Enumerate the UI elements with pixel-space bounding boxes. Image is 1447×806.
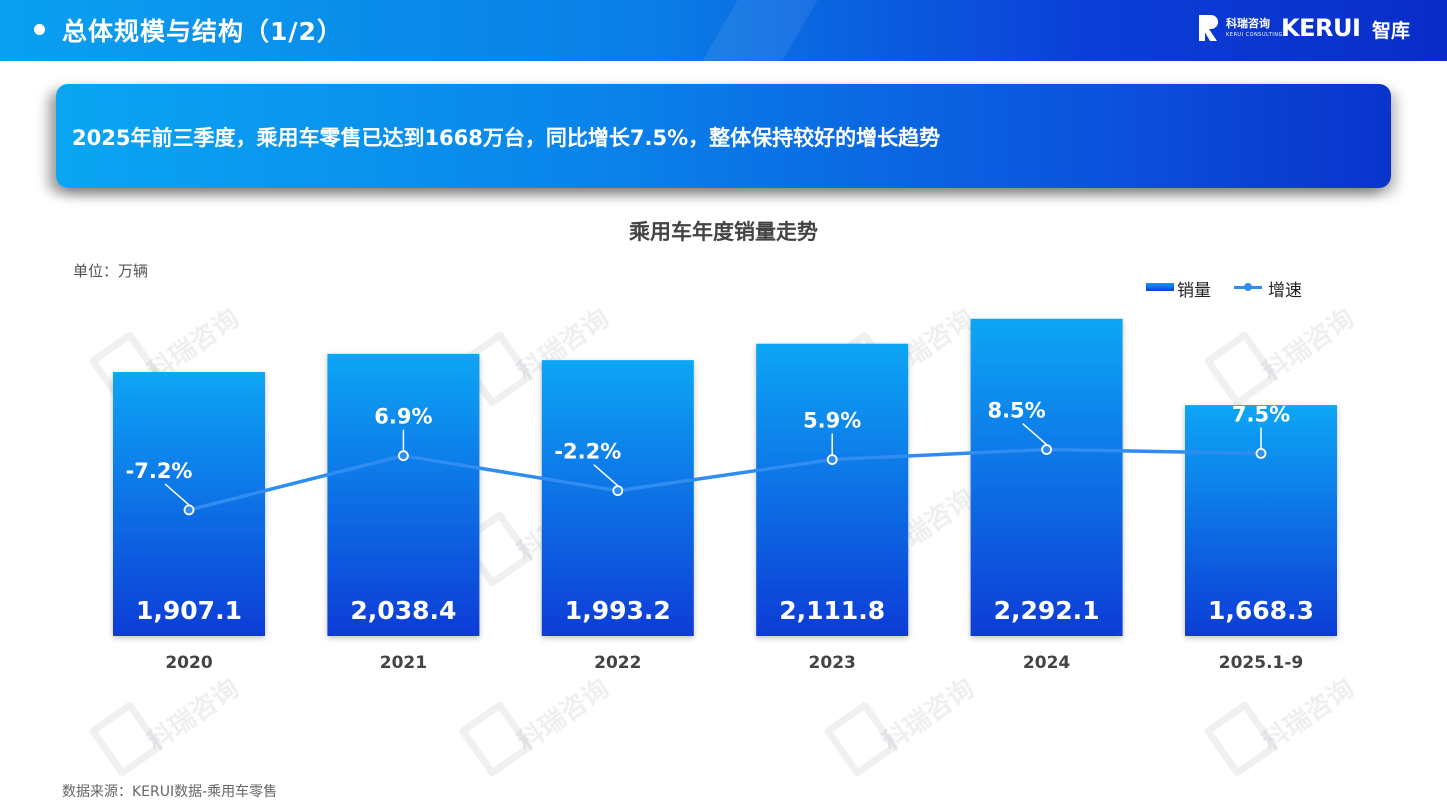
legend-label-growth: 增速 (1268, 281, 1302, 301)
growth-point-2024 (1041, 444, 1052, 455)
growth-point-2022 (612, 485, 624, 497)
x-tick-label: 2022 (594, 653, 641, 673)
logo-cn-text: 科瑞咨询 (1226, 17, 1270, 30)
growth-point-2020 (183, 504, 195, 516)
summary-text: 2025年前三季度，乘用车零售已达到1668万台，同比增长7.5%，整体保持较好… (72, 126, 941, 150)
legend-dot-swatch (1244, 283, 1252, 291)
x-tick-label: 2025.1-9 (1219, 653, 1304, 673)
bar-value-label: 2,292.1 (994, 596, 1100, 625)
x-tick-label: 2021 (380, 653, 427, 673)
header-bar: 总体规模与结构（1/2） 科瑞咨询 KERUI CONSULTING KERUI… (0, 0, 1447, 61)
logo-brand: KERUI (1281, 14, 1361, 42)
x-tick-label: 2023 (809, 653, 856, 673)
bar-2022 (541, 360, 694, 636)
growth-value-label: 5.9% (803, 409, 861, 433)
growth-point-2021 (397, 450, 409, 462)
data-source: 数据来源：KERUI数据-乘用车零售 (62, 784, 278, 800)
bar-value-label: 1,993.2 (565, 596, 671, 625)
x-tick-label: 2024 (1023, 653, 1070, 673)
growth-value-label: 7.5% (1232, 402, 1290, 426)
logo-suffix: 智库 (1372, 20, 1411, 42)
bar-value-label: 2,038.4 (350, 596, 456, 625)
unit-label: 单位：万辆 (73, 262, 149, 280)
bar-value-label: 1,668.3 (1208, 596, 1314, 625)
bar-2024 (970, 318, 1123, 636)
bar-value-label: 2,111.8 (779, 596, 885, 625)
logo-en-text: KERUI CONSULTING (1226, 32, 1283, 38)
growth-value-label: -2.2% (554, 440, 621, 464)
growth-leader-line (1022, 422, 1048, 446)
growth-line (188, 447, 1262, 512)
growth-point-2023 (826, 454, 838, 465)
legend-label-sales: 销量 (1177, 281, 1211, 301)
bar-2021 (327, 353, 480, 636)
growth-point-2025.1-9 (1255, 447, 1267, 459)
chart-title: 乘用车年度销量走势 (629, 220, 818, 244)
page-title: 总体规模与结构（1/2） (62, 17, 343, 46)
x-tick-label: 2020 (165, 653, 212, 673)
growth-value-label: 8.5% (987, 399, 1045, 423)
growth-leader-line (164, 483, 190, 506)
bar-2023 (756, 343, 909, 636)
growth-value-label: 6.9% (374, 405, 432, 429)
kerui-logo-icon (1199, 15, 1218, 41)
growth-leader-line (593, 464, 619, 487)
legend-bar-swatch (1146, 283, 1174, 291)
growth-value-label: -7.2% (126, 459, 193, 483)
bar-value-label: 1,907.1 (136, 596, 242, 625)
summary-banner: 2025年前三季度，乘用车零售已达到1668万台，同比增长7.5%，整体保持较好… (56, 84, 1391, 188)
title-bullet (34, 24, 45, 35)
